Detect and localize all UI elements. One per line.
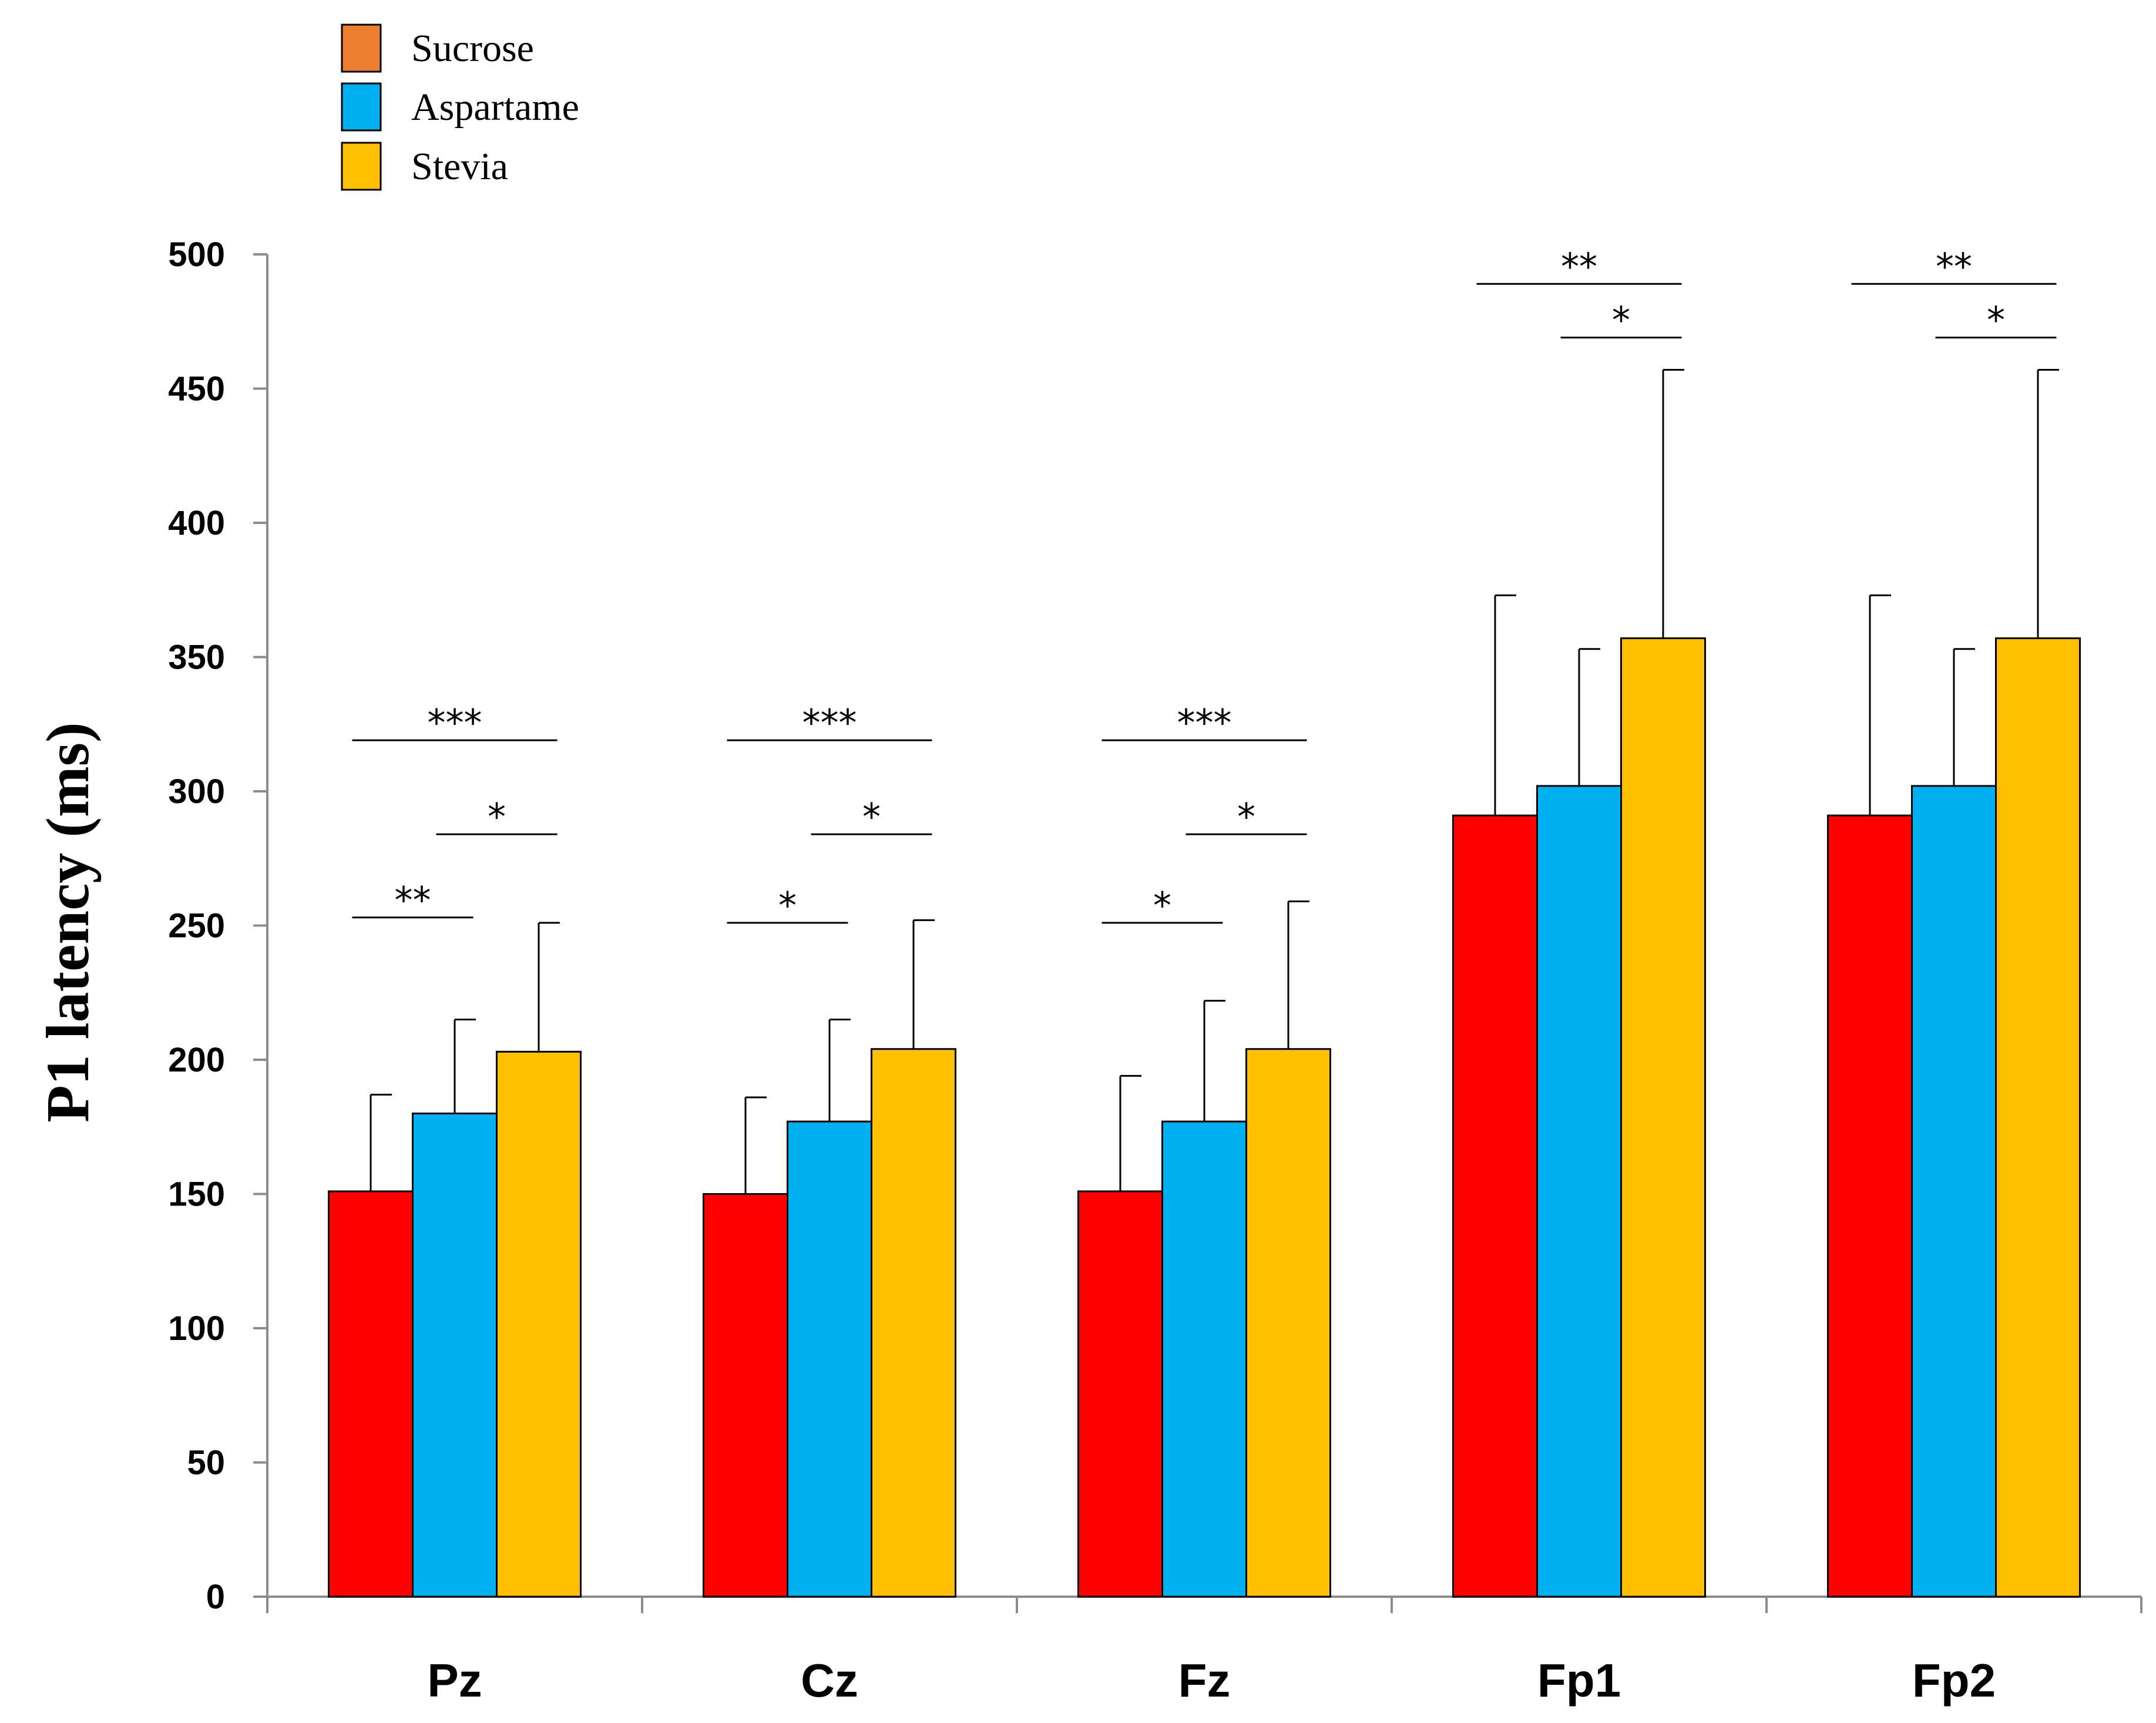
y-tick-label: 0 xyxy=(206,1578,225,1616)
y-tick-label: 500 xyxy=(168,236,225,274)
significance-marker: * xyxy=(1612,299,1630,342)
x-category-label: Cz xyxy=(801,1654,858,1707)
legend: Sucrose Aspartame Stevia xyxy=(341,23,579,191)
x-category-label: Pz xyxy=(427,1654,482,1707)
bar xyxy=(787,1120,872,1598)
y-tick-label: 250 xyxy=(168,907,225,945)
legend-swatch xyxy=(341,142,382,191)
bar xyxy=(1077,1190,1163,1598)
significance-marker: * xyxy=(862,795,881,838)
legend-label: Stevia xyxy=(411,145,508,188)
y-tick-label: 350 xyxy=(168,639,225,677)
bar xyxy=(1536,785,1622,1598)
significance-marker: *** xyxy=(428,701,482,744)
y-tick-label: 200 xyxy=(168,1041,225,1079)
significance-marker: * xyxy=(1153,884,1171,927)
bar xyxy=(1911,785,1997,1598)
bar xyxy=(1827,814,1913,1598)
bar xyxy=(871,1048,956,1598)
significance-marker: * xyxy=(1237,795,1255,838)
y-tick-label: 300 xyxy=(168,773,225,811)
legend-swatch xyxy=(341,82,382,132)
legend-label: Sucrose xyxy=(411,27,534,70)
y-tick-label: 150 xyxy=(168,1175,225,1214)
bar xyxy=(496,1050,582,1598)
significance-brackets: ********************** xyxy=(352,245,2057,927)
bar xyxy=(328,1190,414,1598)
bar xyxy=(703,1193,788,1598)
significance-marker: ** xyxy=(395,879,431,922)
y-tick-label: 50 xyxy=(187,1444,225,1482)
y-tick-label: 450 xyxy=(168,370,225,408)
y-tick-label: 400 xyxy=(168,504,225,542)
bar xyxy=(1245,1048,1331,1598)
x-category-label: Fz xyxy=(1178,1654,1231,1707)
y-axis-title: P1 latency (ms) xyxy=(34,722,102,1123)
bars xyxy=(328,637,2081,1598)
y-tick-label: 100 xyxy=(168,1309,225,1348)
axes: 0 50 100 150 200 250 300 350 400 450 500 Pz Cz Fz Fp1 F… xyxy=(168,236,2142,1707)
significance-marker: *** xyxy=(1177,701,1232,744)
legend-label: Aspartame xyxy=(411,86,579,129)
significance-marker: * xyxy=(778,884,797,927)
bar xyxy=(1620,637,1706,1598)
significance-marker: ** xyxy=(1936,245,1972,288)
significance-marker: ** xyxy=(1561,245,1597,288)
bar xyxy=(1161,1120,1247,1598)
bar xyxy=(1995,637,2081,1598)
error-bars xyxy=(370,369,2059,1194)
x-category-label: Fp1 xyxy=(1537,1654,1621,1707)
significance-marker: * xyxy=(1987,299,2005,342)
x-category-label: Fp2 xyxy=(1912,1654,1996,1707)
significance-marker: * xyxy=(488,795,506,838)
significance-marker: *** xyxy=(802,701,857,744)
bar xyxy=(412,1112,498,1598)
bar xyxy=(1452,814,1538,1598)
legend-swatch xyxy=(341,23,382,73)
